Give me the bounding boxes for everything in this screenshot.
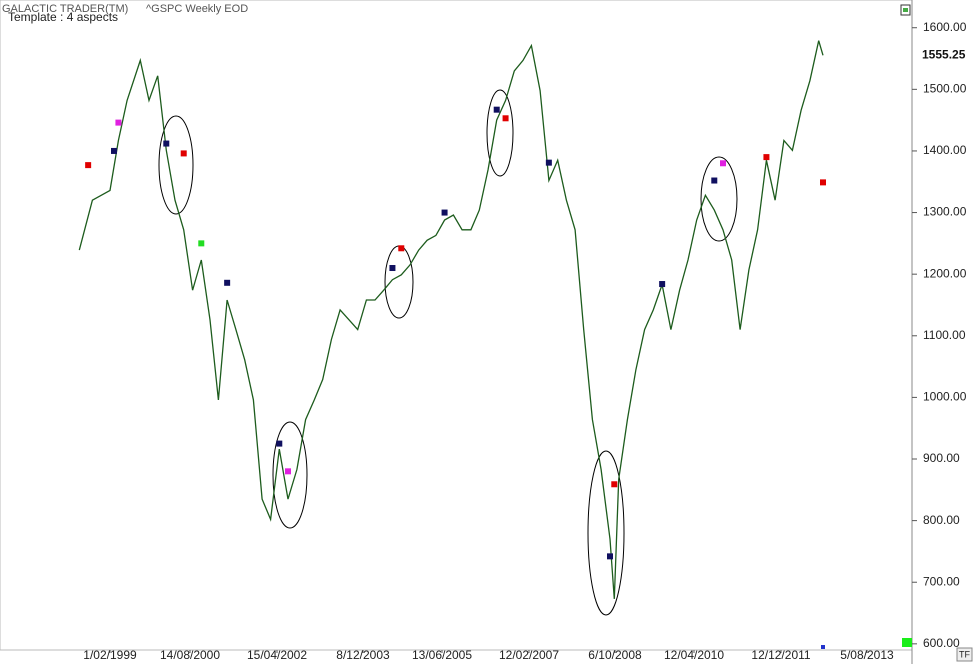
status-indicator: [902, 638, 912, 647]
x-tick-label: 5/08/2013: [840, 648, 894, 662]
ellipse: [486, 89, 514, 177]
x-tick-label: 12/02/2007: [499, 648, 559, 662]
panel-button-icon: [903, 8, 908, 12]
aspect-mark: [224, 279, 231, 286]
ellipse: [158, 115, 194, 215]
aspect-mark: [111, 147, 117, 154]
tf-button[interactable]: [956, 647, 973, 662]
aspect-mark: [285, 468, 291, 475]
last-price-label: 1555.25: [922, 47, 966, 61]
aspect-mark: [720, 160, 726, 167]
x-tick-label: 14/08/2000: [160, 648, 220, 662]
y-tick-label: 1400.00: [923, 143, 967, 157]
y-tick-label: 1200.00: [923, 266, 967, 280]
aspect-mark: [389, 265, 396, 272]
x-tick-label: 15/04/2002: [247, 648, 307, 662]
aspect-mark: [276, 440, 283, 447]
x-tick-label: 1/02/1999: [83, 648, 137, 662]
y-tick-label: 1500.00: [923, 82, 967, 96]
x-tick-label: 8/12/2003: [336, 648, 390, 662]
aspect-mark: [711, 177, 718, 184]
x-tick-label: 12/04/2010: [664, 648, 724, 662]
aspect-mark: [85, 162, 92, 169]
aspect-mark: [502, 115, 509, 122]
x-tick-label: 12/12/2011: [751, 648, 810, 662]
price-line: [78, 40, 824, 599]
tf-button-label: TF: [959, 649, 970, 659]
plot-area: [0, 0, 913, 651]
y-tick-label: 1100.00: [923, 328, 966, 342]
y-tick-label: 1300.00: [923, 205, 967, 219]
aspect-mark: [163, 140, 170, 147]
y-tick-label: 800.00: [923, 513, 960, 527]
y-tick-label: 600.00: [923, 636, 960, 650]
app-title: GALACTIC TRADER(TM): [2, 3, 128, 15]
x-tick-label: 13/06/2005: [412, 648, 472, 662]
aspect-mark: [763, 154, 770, 161]
aspect-mark: [820, 179, 826, 186]
aspect-mark: [441, 209, 448, 216]
x-tick-label: 6/10/2008: [588, 648, 642, 662]
aspect-mark: [659, 281, 666, 288]
ellipse: [700, 156, 738, 242]
aspect-mark: [493, 106, 500, 113]
aspect-mark: [198, 240, 205, 247]
y-tick-label: 700.00: [923, 574, 960, 588]
aspect-mark: [611, 481, 618, 488]
cursor-marker: [821, 645, 825, 649]
chart-title: ^GSPC Weekly EOD: [146, 3, 248, 15]
ellipse: [587, 450, 625, 616]
ellipse: [272, 421, 308, 529]
aspect-mark: [545, 159, 552, 166]
y-tick-label: 900.00: [923, 451, 960, 465]
y-tick-label: 1600.00: [923, 20, 967, 34]
aspect-mark: [180, 150, 187, 157]
y-tick-label: 1000.00: [923, 390, 967, 404]
chart-subtitle: Template : 4 aspects: [8, 10, 118, 24]
aspect-mark: [115, 119, 122, 126]
aspect-mark: [398, 245, 405, 252]
aspect-mark: [607, 553, 613, 560]
